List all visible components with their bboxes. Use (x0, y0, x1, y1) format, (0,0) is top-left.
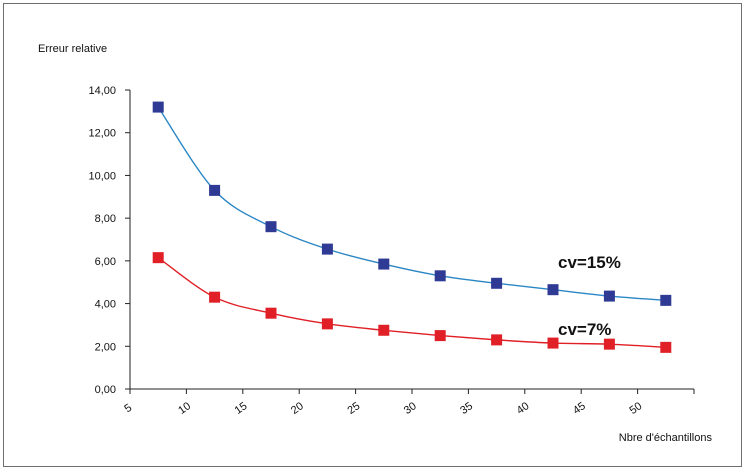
data-point-marker (152, 101, 164, 113)
data-point-marker (321, 318, 333, 330)
line-chart: Erreur relative Nbre d'échantillons 0,00… (38, 43, 713, 444)
series-line (157, 257, 666, 349)
x-tick-label: 35 (458, 400, 475, 417)
y-tick-label: 14,00 (88, 85, 116, 97)
y-tick-label: 2,00 (95, 341, 116, 353)
y-tick-label: 12,00 (88, 128, 116, 140)
x-tick-label: 30 (402, 400, 419, 417)
data-point-marker (152, 252, 164, 264)
data-point-marker (265, 221, 277, 233)
data-point-marker (209, 184, 221, 196)
axes: 0,00 2,00 4,00 6,00 8,00 10,00 12,00 14,00 5 10 15… (88, 85, 695, 417)
series-2 (152, 252, 672, 353)
y-tick-label: 4,00 (95, 299, 116, 311)
data-point-marker (321, 243, 333, 255)
data-point-marker (491, 277, 503, 289)
data-point-marker (547, 284, 559, 296)
x-tick-label: 5 (122, 402, 134, 415)
data-point-marker (660, 341, 672, 353)
data-point-marker (209, 291, 221, 303)
data-point-marker (660, 294, 672, 306)
data-point-marker (603, 338, 615, 350)
series-labels: cv=15% cv=7% (558, 253, 621, 339)
data-point-marker (491, 334, 503, 346)
x-tick-label: 50 (627, 400, 644, 417)
data-point-marker (434, 330, 446, 342)
x-tick-label: 40 (515, 400, 532, 417)
y-tick-label: 10,00 (88, 170, 116, 182)
series-label: cv=7% (558, 320, 611, 339)
x-tick-label: 10 (176, 400, 193, 417)
series-1 (152, 101, 672, 306)
data-point-marker (547, 337, 559, 349)
x-tick-label: 20 (289, 400, 306, 417)
x-axis-title: Nbre d'échantillons (619, 432, 713, 444)
x-tick-label: 25 (345, 400, 362, 417)
data-point-marker (378, 324, 390, 336)
data-point-marker (603, 290, 615, 302)
chart-frame: Erreur relative Nbre d'échantillons 0,00… (3, 3, 742, 467)
y-tick-label: 6,00 (95, 256, 116, 268)
x-tick-label: 15 (233, 400, 250, 417)
series-layer (152, 101, 672, 353)
x-tick-label: 45 (571, 400, 588, 417)
y-tick-label: 0,00 (95, 384, 116, 396)
y-tick-label: 8,00 (95, 213, 116, 225)
series-label: cv=15% (558, 253, 621, 272)
data-point-marker (434, 270, 446, 282)
data-point-marker (265, 307, 277, 319)
y-axis-title: Erreur relative (38, 43, 107, 55)
data-point-marker (378, 258, 390, 270)
series-line (157, 106, 666, 302)
